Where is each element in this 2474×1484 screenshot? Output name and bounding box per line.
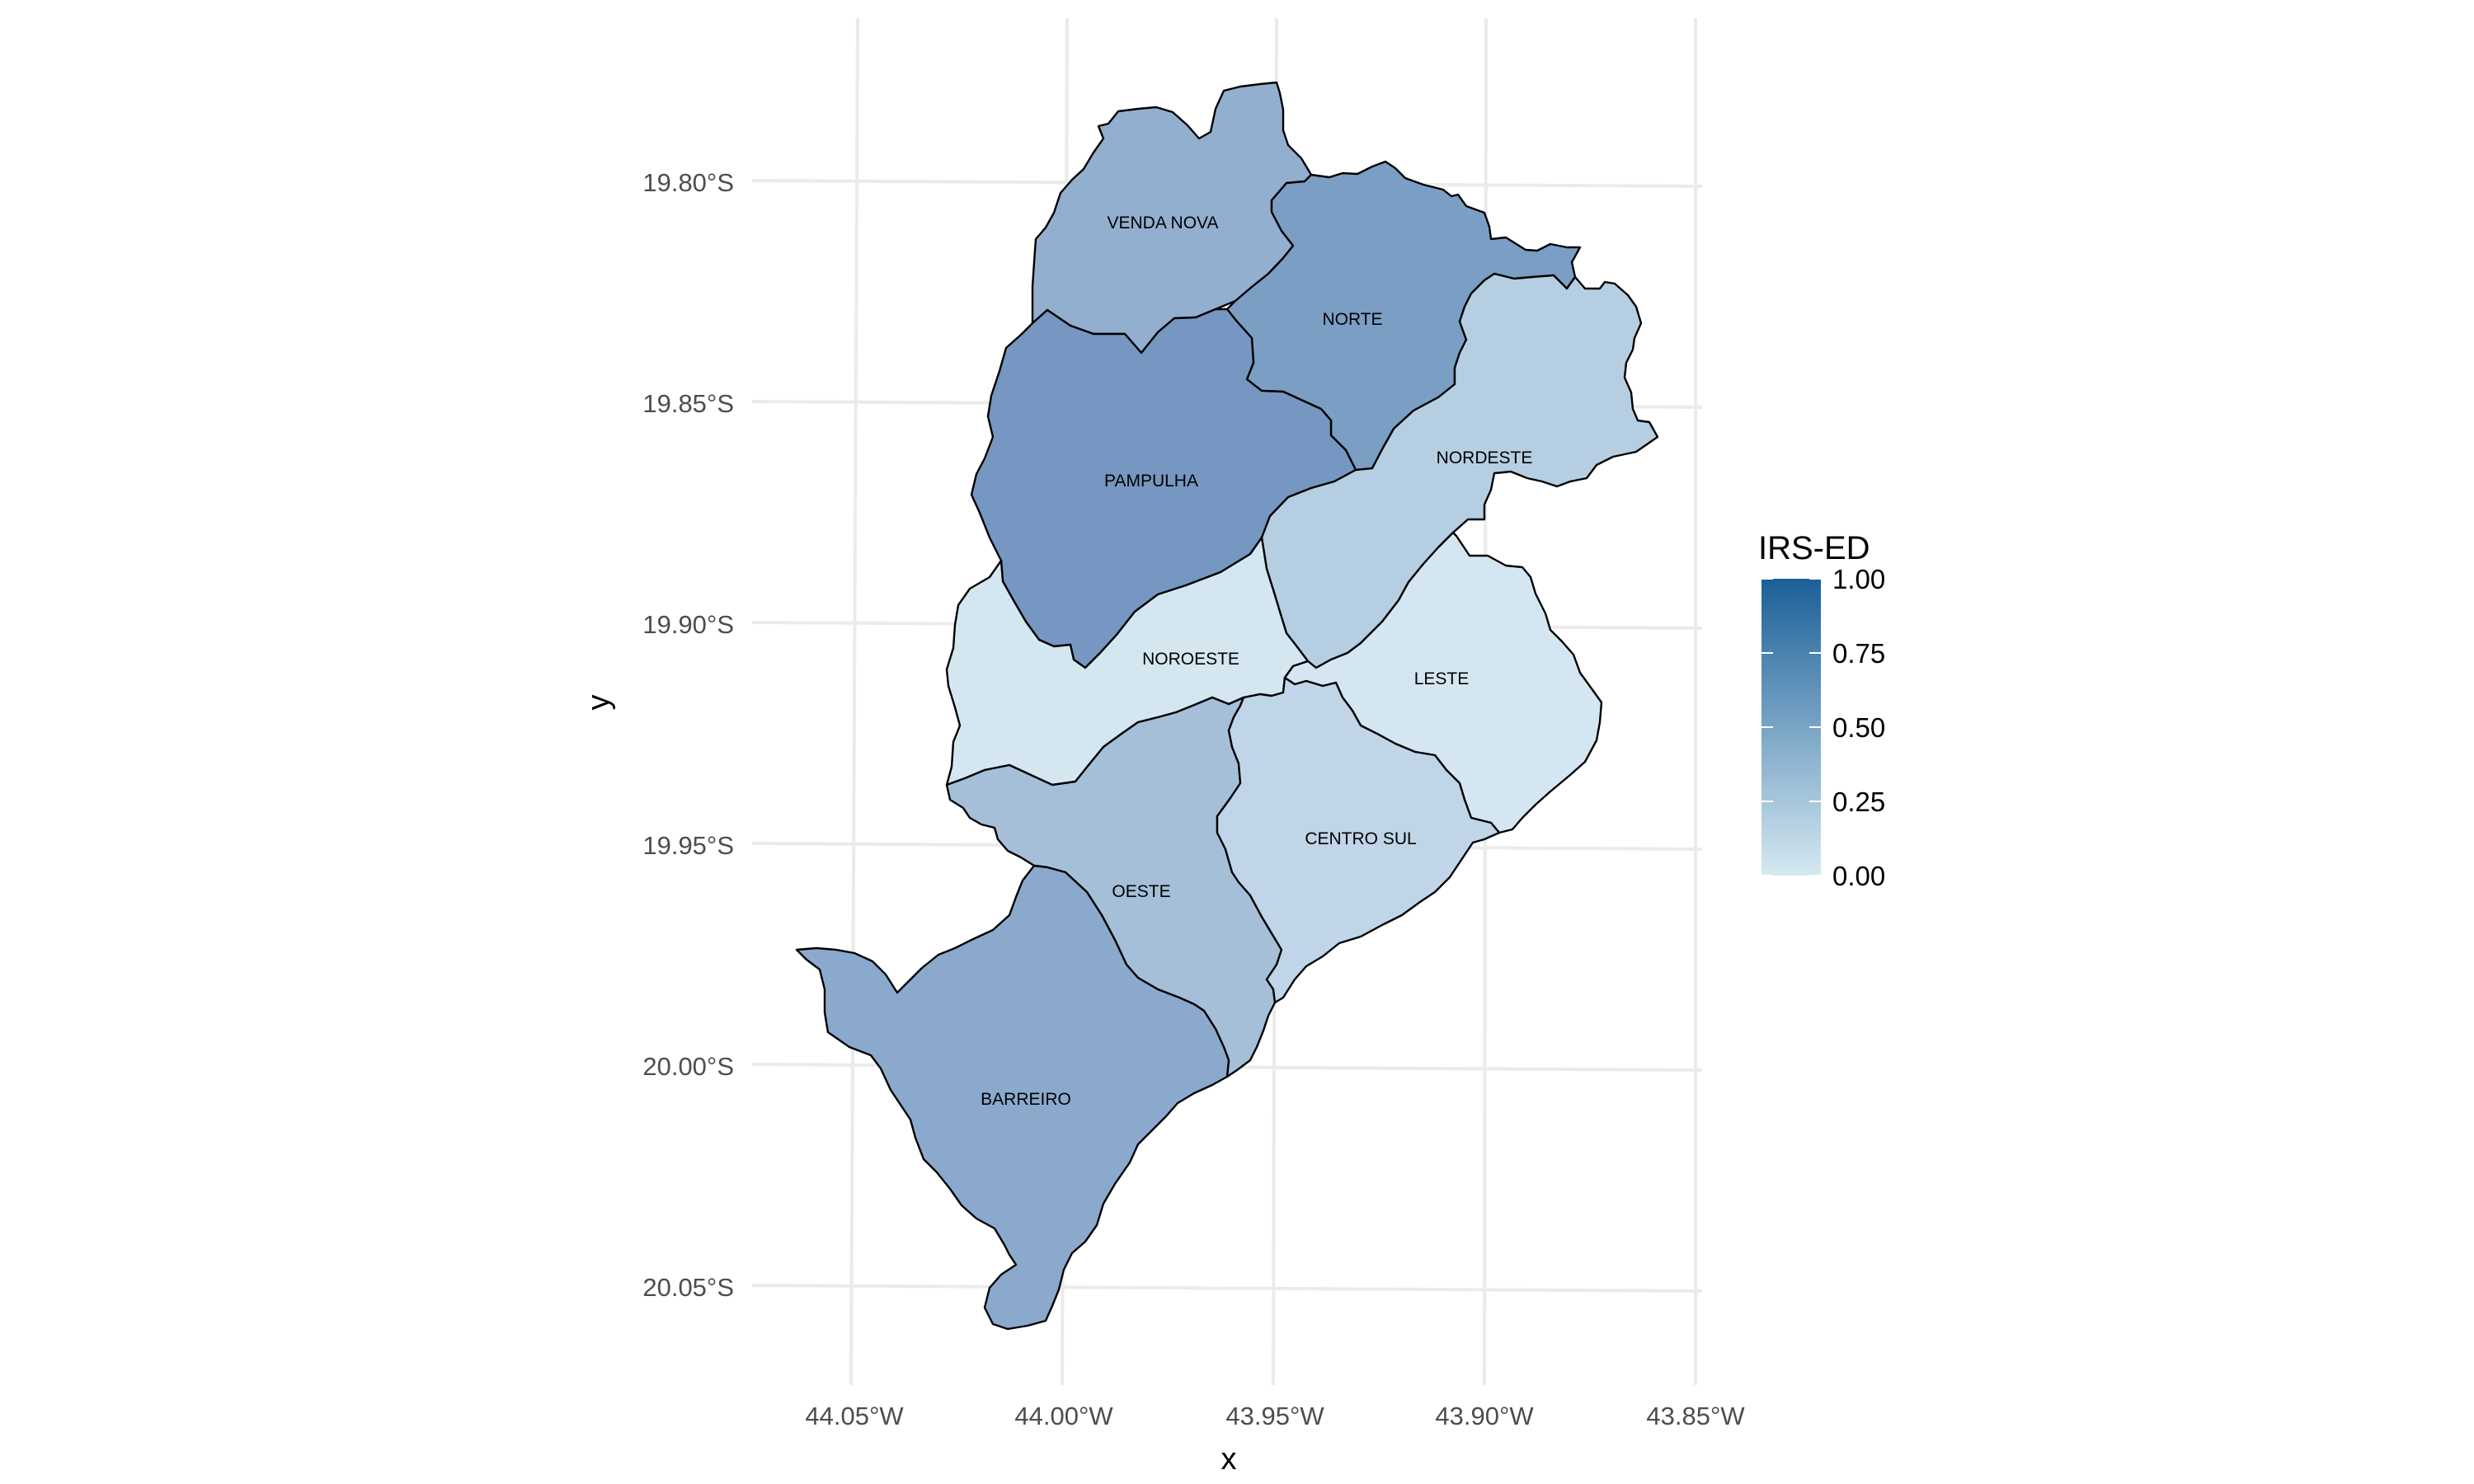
y-tick-label: 19.85°S xyxy=(642,389,734,418)
region-label-noroeste: NOROESTE xyxy=(1142,650,1239,669)
region-label-leste: LESTE xyxy=(1414,669,1470,688)
region-label-oeste: OESTE xyxy=(1112,882,1170,901)
x-tick-label: 43.85°W xyxy=(1646,1402,1745,1430)
x-tick-label: 44.05°W xyxy=(805,1402,904,1430)
legend-tick-label: 0.25 xyxy=(1832,787,1885,817)
region-label-norte: NORTE xyxy=(1322,310,1382,329)
region-barreiro xyxy=(795,864,1230,1331)
legend-title: IRS-ED xyxy=(1758,530,1870,566)
regions-layer xyxy=(795,81,1659,1331)
y-tick-label: 20.00°S xyxy=(642,1052,734,1081)
region-labels: VENDA NOVA NORTE PAMPULHA NORDESTE NOROE… xyxy=(981,214,1532,1109)
y-axis-ticks: 19.80°S 19.85°S 19.90°S 19.95°S 20.00°S … xyxy=(642,168,734,1302)
legend: IRS-ED 1.00 0.75 0.50 0.25 0.00 xyxy=(1758,530,1885,891)
region-label-venda-nova: VENDA NOVA xyxy=(1108,214,1219,232)
x-axis-ticks: 44.05°W 44.00°W 43.95°W 43.90°W 43.85°W xyxy=(805,1402,1745,1430)
y-tick-label: 20.05°S xyxy=(642,1273,734,1302)
grid-line-y-20.05 xyxy=(751,1284,1703,1293)
region-centro-sul xyxy=(1216,676,1501,1004)
region-label-nordeste: NORDESTE xyxy=(1437,448,1533,467)
region-label-barreiro: BARREIRO xyxy=(981,1090,1071,1109)
x-axis-title: x xyxy=(1221,1442,1237,1477)
y-tick-label: 19.90°S xyxy=(642,610,734,639)
y-axis-title: y xyxy=(581,695,616,711)
y-tick-label: 19.80°S xyxy=(642,168,734,197)
x-tick-label: 44.00°W xyxy=(1014,1402,1113,1430)
x-tick-label: 43.90°W xyxy=(1435,1402,1534,1430)
y-tick-label: 19.95°S xyxy=(642,831,734,860)
region-label-centro-sul: CENTRO SUL xyxy=(1305,829,1416,848)
legend-tick-label: 1.00 xyxy=(1832,564,1885,594)
legend-tick-label: 0.75 xyxy=(1832,638,1885,669)
region-label-pampulha: PAMPULHA xyxy=(1104,472,1198,491)
legend-colorbar-ticks xyxy=(1761,578,1821,876)
grid-line-x-44.05 xyxy=(849,17,859,1386)
legend-tick-label: 0.00 xyxy=(1832,861,1885,891)
legend-tick-label: 0.50 xyxy=(1832,712,1885,743)
x-tick-label: 43.95°W xyxy=(1225,1402,1324,1430)
